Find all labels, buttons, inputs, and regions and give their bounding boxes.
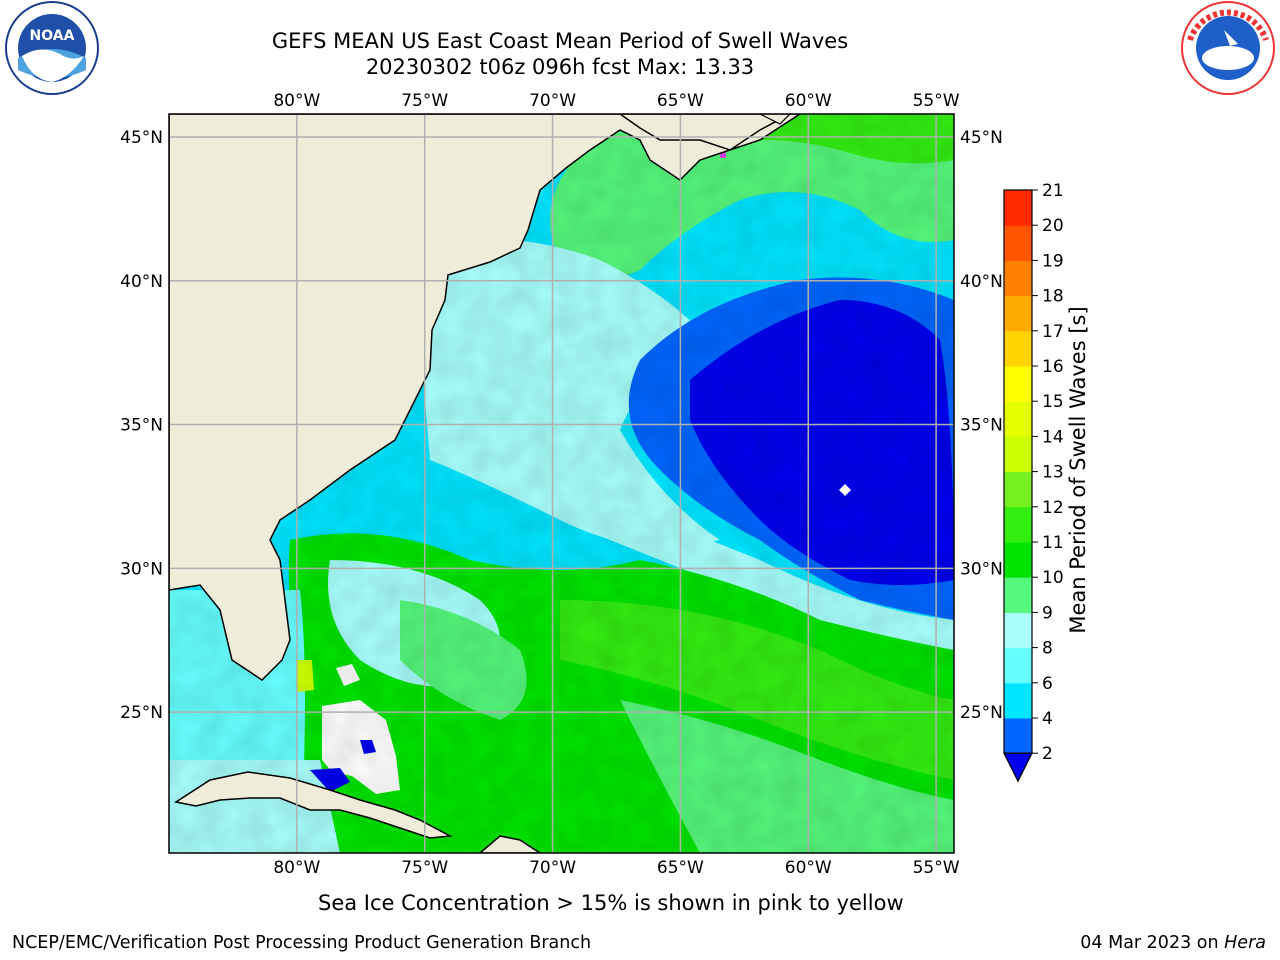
- colorbar-tick-label: 14: [1042, 427, 1064, 447]
- map-frame: [168, 113, 955, 854]
- lon-label-bottom: 75°W: [401, 858, 448, 878]
- colorbar-block: [1004, 401, 1032, 437]
- land-cuba: [174, 771, 453, 839]
- colorbar-block: [1004, 225, 1032, 261]
- colorbar-tick-label: 13: [1042, 463, 1064, 483]
- lat-label-right: 30°N: [960, 559, 1003, 579]
- footer-machine: Hera: [1224, 933, 1266, 953]
- colorbar-tick-label: 18: [1042, 287, 1064, 307]
- lat-label-right: 40°N: [960, 272, 1003, 292]
- colorbar-tick-label: 21: [1042, 181, 1064, 201]
- lon-label-top: 65°W: [657, 91, 704, 111]
- colorbar-tick-label: 12: [1042, 498, 1064, 518]
- colorbar-block: [1004, 471, 1032, 508]
- lon-label-top: 60°W: [785, 91, 832, 111]
- colorbar-tick-label: 17: [1042, 322, 1064, 342]
- colorbar-block: [1004, 330, 1032, 367]
- colorbar-block: [1004, 577, 1032, 613]
- axis-labels: 80°W 80°W 75°W 75°W 70°W 70°W 65°W 65°W 60°W 60°W…: [120, 91, 1003, 878]
- land-north-america: [169, 114, 802, 681]
- lat-label-left: 40°N: [120, 272, 163, 292]
- lon-label-top: 80°W: [273, 91, 320, 111]
- colorbar-block: [1004, 260, 1032, 297]
- lon-label-bottom: 80°W: [273, 858, 320, 878]
- map-field: [169, 114, 954, 853]
- colorbar-tick-label: 16: [1042, 357, 1064, 377]
- colorbar-tick-label: 15: [1042, 392, 1064, 412]
- colorbar-tick-label: 10: [1042, 568, 1064, 588]
- no-data-marker: [839, 484, 851, 496]
- colorbar-tick-label: 20: [1042, 216, 1064, 236]
- colorbar-label: Mean Period of Swell Waves [s]: [1066, 306, 1090, 634]
- footer-date: 04 Mar 2023 on Hera: [1080, 933, 1266, 953]
- colorbar-block: [1004, 436, 1032, 473]
- chart-title-line1: GEFS MEAN US East Coast Mean Period of S…: [271, 29, 849, 53]
- graticule: [169, 114, 954, 853]
- noaa-logo-icon: NOAA: [0, 0, 104, 104]
- lat-label-right: 25°N: [960, 703, 1003, 723]
- colorbar-block: [1004, 718, 1032, 754]
- nws-logo-icon: [1176, 0, 1280, 104]
- colorbar-block: [1004, 682, 1032, 719]
- colorbar-block: [1004, 542, 1032, 578]
- colorbar-block: [1004, 366, 1032, 402]
- lat-label-left: 45°N: [120, 128, 163, 148]
- lon-label-bottom: 60°W: [785, 858, 832, 878]
- colorbar-block: [1004, 190, 1032, 226]
- footer-branch: NCEP/EMC/Verification Post Processing Pr…: [12, 933, 592, 953]
- colorbar-block: [1004, 295, 1032, 332]
- sea-ice-caption: Sea Ice Concentration > 15% is shown in …: [318, 891, 904, 915]
- lat-label-right: 45°N: [960, 128, 1003, 148]
- colorbar-tick-label: 11: [1042, 533, 1064, 553]
- footer-date-text: 04 Mar 2023 on: [1080, 933, 1225, 953]
- colorbar-tick-label: 4: [1042, 709, 1053, 729]
- colorbar-block: [1004, 647, 1032, 684]
- lat-label-left: 25°N: [120, 703, 163, 723]
- lon-label-top: 75°W: [401, 91, 448, 111]
- colorbar: 2 4 6 8 9 10 11 12 13 14 15 16 17 18 19 20 21: [1003, 181, 1064, 783]
- lat-label-left: 30°N: [120, 559, 163, 579]
- colorbar-tick-label: 19: [1042, 251, 1064, 271]
- lat-label-right: 35°N: [960, 416, 1003, 436]
- lon-label-top: 70°W: [529, 91, 576, 111]
- lat-label-left: 35°N: [120, 416, 163, 436]
- lon-label-bottom: 55°W: [913, 858, 960, 878]
- colorbar-block: [1004, 506, 1032, 543]
- colorbar-tick-label: 6: [1042, 674, 1053, 694]
- lon-label-bottom: 70°W: [529, 858, 576, 878]
- chart-title-line2: 20230302 t06z 096h fcst Max: 13.33: [365, 55, 755, 79]
- colorbar-block: [1004, 612, 1032, 649]
- colorbar-tick-label: 2: [1042, 744, 1053, 764]
- lon-label-bottom: 65°W: [657, 858, 704, 878]
- colorbar-extend-arrow: [1003, 752, 1033, 783]
- noaa-logo-text: NOAA: [30, 28, 75, 44]
- lon-label-top: 55°W: [913, 91, 960, 111]
- colorbar-tick-label: 8: [1042, 639, 1053, 659]
- colorbar-tick-label: 9: [1042, 603, 1053, 623]
